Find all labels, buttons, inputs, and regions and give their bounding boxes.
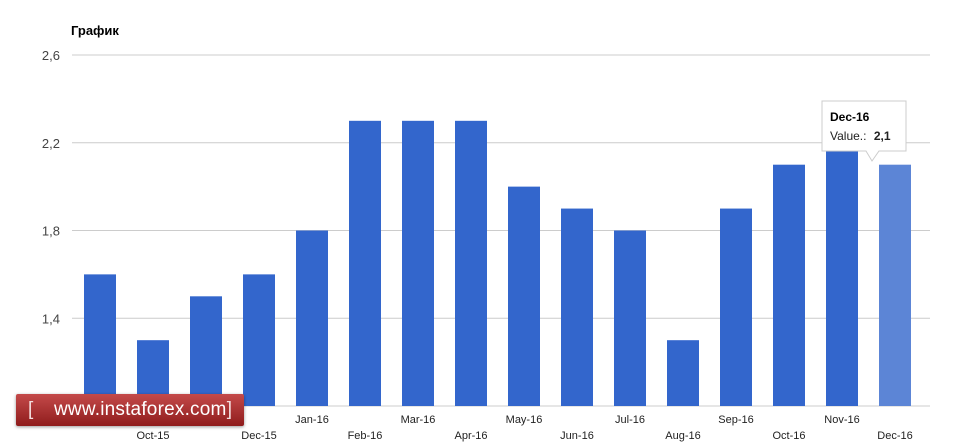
x-tick-label: Aug-16	[665, 430, 700, 442]
watermark-text: www.instaforex.com	[54, 399, 227, 420]
bar[interactable]	[879, 164, 911, 406]
bar[interactable]	[349, 120, 381, 406]
bar[interactable]	[190, 296, 222, 406]
bar[interactable]	[296, 230, 328, 407]
x-tick-label: Jan-16	[295, 414, 329, 426]
x-tick-label: Dec-15	[241, 430, 276, 442]
x-tick-label: Sep-16	[718, 414, 753, 426]
bar[interactable]	[561, 208, 593, 406]
bar[interactable]	[84, 274, 116, 406]
x-tick-label: Dec-16	[877, 430, 912, 442]
bar[interactable]	[455, 120, 487, 406]
x-tick-label: Jul-16	[615, 414, 645, 426]
tooltip: Dec-16 Value.: 2,1	[821, 100, 907, 162]
y-tick-label: 1,8	[42, 224, 60, 239]
x-tick-label: May-16	[506, 414, 543, 426]
bar[interactable]	[667, 340, 699, 406]
x-tick-label: Oct-15	[136, 430, 169, 442]
bar[interactable]	[826, 142, 858, 406]
x-tick-label: Apr-16	[454, 430, 487, 442]
x-tick-label: Mar-16	[401, 414, 436, 426]
tooltip-title: Dec-16	[830, 110, 870, 124]
bracket-right-icon: ]	[226, 399, 232, 420]
bar[interactable]	[773, 164, 805, 406]
svg-text:Value.: 2,1: Value.: 2,1	[830, 129, 891, 143]
bar[interactable]	[243, 274, 275, 406]
bars	[84, 120, 911, 407]
chart-title: График	[71, 23, 119, 38]
bar[interactable]	[720, 208, 752, 406]
bar[interactable]	[614, 230, 646, 407]
y-axis-ticks: 1,01,41,82,22,6	[42, 48, 60, 414]
y-tick-label: 2,6	[42, 48, 60, 63]
x-tick-label: Nov-16	[824, 414, 859, 426]
x-tick-label: Oct-16	[772, 430, 805, 442]
y-tick-label: 2,2	[42, 136, 60, 151]
tooltip-label: Value.:	[830, 129, 866, 143]
watermark-logo: [ www.instaforex.com ]	[16, 394, 244, 426]
tooltip-value: 2,1	[874, 129, 891, 143]
bracket-left-icon: [	[28, 399, 34, 420]
y-tick-label: 1,4	[42, 311, 60, 326]
x-tick-label: Feb-16	[348, 430, 383, 442]
bar[interactable]	[508, 186, 540, 406]
x-tick-label: Jun-16	[560, 430, 594, 442]
bar[interactable]	[402, 120, 434, 406]
